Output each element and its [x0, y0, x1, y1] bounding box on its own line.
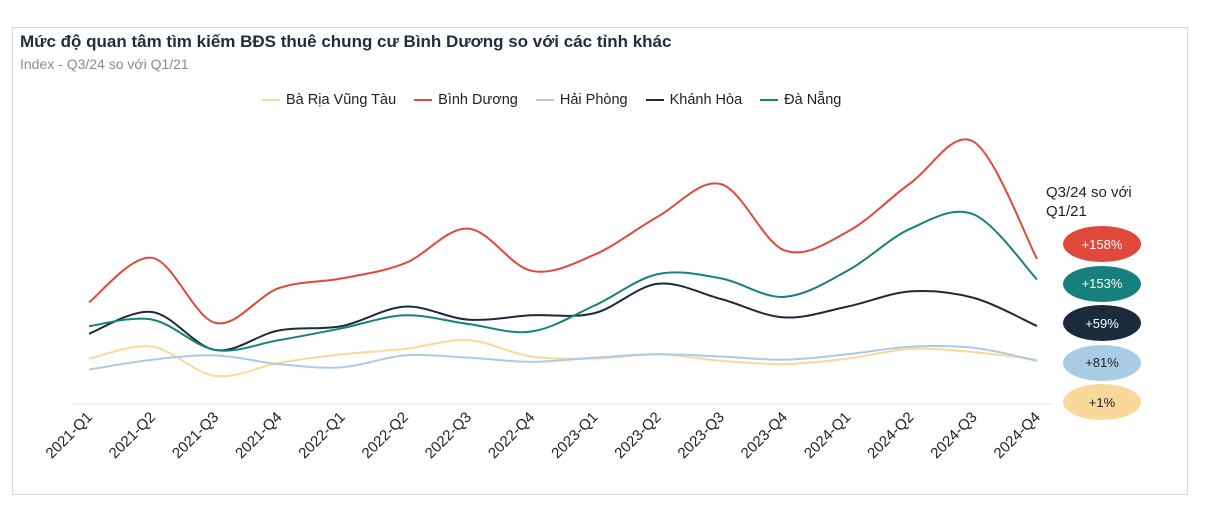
x-tick-label: 2021-Q2 — [106, 409, 159, 462]
x-tick-label: 2021-Q4 — [232, 409, 285, 462]
x-tick-label: 2022-Q2 — [359, 409, 412, 462]
x-tick-label: 2024-Q3 — [927, 409, 980, 462]
legend-item: Khánh Hòa — [645, 92, 743, 108]
legend-label: Bình Dương — [438, 92, 518, 108]
legend-swatch — [645, 98, 664, 102]
chart-legend: Bà Rịa Vũng Tàu Bình Dương Hải Phòng Khánh … — [262, 92, 841, 108]
series-line-3 — [88, 282, 1038, 352]
x-tick-label: 2023-Q4 — [738, 409, 791, 462]
legend-swatch — [760, 98, 779, 102]
x-tick-label: 2023-Q3 — [675, 409, 728, 462]
x-tick-label: 2023-Q1 — [548, 409, 601, 462]
series-line-4 — [88, 210, 1038, 352]
x-tick-label: 2021-Q3 — [169, 409, 222, 462]
x-tick-label: 2022-Q4 — [485, 409, 538, 462]
comparison-badge: +158% — [1063, 226, 1141, 262]
legend-swatch — [262, 98, 280, 102]
legend-swatch — [414, 98, 433, 102]
comparison-header: Q3/24 so với Q1/21 — [1046, 184, 1132, 220]
chart-title: Mức độ quan tâm tìm kiếm BĐS thuê chung … — [20, 32, 672, 51]
legend-item: Bà Rịa Vũng Tàu — [262, 92, 396, 108]
series-line-1 — [88, 138, 1038, 325]
comparison-badge: +153% — [1063, 265, 1141, 302]
legend-item: Bình Dương — [414, 92, 518, 108]
legend-swatch — [535, 98, 554, 102]
legend-item: Đà Nẵng — [760, 92, 841, 108]
x-tick-label: 2024-Q4 — [991, 409, 1044, 462]
comparison-badge: +1% — [1063, 384, 1141, 420]
comparison-badge: +81% — [1063, 344, 1141, 381]
legend-label: Đà Nẵng — [784, 92, 842, 108]
series-line-2 — [88, 344, 1038, 371]
comparison-badge: +59% — [1063, 305, 1141, 341]
x-tick-label: 2022-Q1 — [295, 409, 348, 462]
x-tick-label: 2022-Q3 — [422, 409, 475, 462]
x-tick-label: 2021-Q1 — [43, 409, 96, 462]
chart-frame — [12, 27, 1188, 495]
x-tick-label: 2024-Q1 — [801, 409, 854, 462]
comparison-badges: +158% +153% +59% +81% +1% — [1063, 226, 1141, 424]
legend-label: Hải Phòng — [559, 92, 628, 108]
legend-label: Bà Rịa Vũng Tàu — [286, 92, 397, 108]
x-tick-label: 2023-Q2 — [611, 409, 664, 462]
legend-label: Khánh Hòa — [669, 92, 743, 108]
legend-item: Hải Phòng — [535, 92, 628, 108]
chart-subtitle: Index - Q3/24 so với Q1/21 — [20, 56, 189, 72]
series-line-0 — [88, 339, 1038, 378]
x-tick-label: 2024-Q2 — [864, 409, 917, 462]
